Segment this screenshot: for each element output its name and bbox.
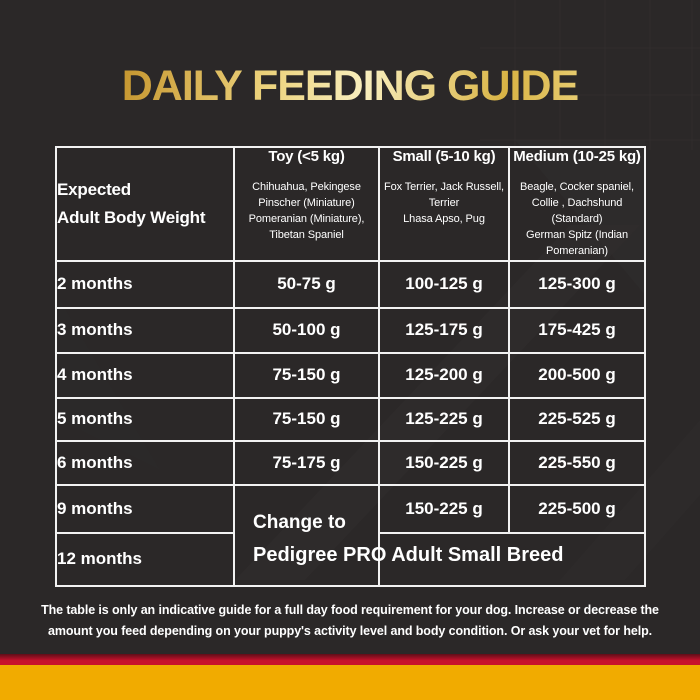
table-row: 12 months [55,531,646,587]
table-row: 3 months 50-100 g 125-175 g 175-425 g [55,306,646,354]
column-header-medium: Medium (10-25 kg) Beagle, Cocker spaniel… [508,146,646,262]
table-row: 9 months Change to Pedigree PRO Adult Sm… [55,483,646,587]
age-cell: 6 months [55,439,235,486]
change-note-line2: Pedigree PRO Adult Small Breed [253,543,564,566]
small-value-cell: 125-200 g [378,351,510,399]
change-note-merged-cell: Change to Pedigree PRO Adult Small Breed [233,483,563,587]
column-header-toy: Toy (<5 kg) Chihuahua, Pekingese Pinsche… [233,146,380,262]
small-value-cell: 125-175 g [378,306,510,354]
toy-value-cell: 50-100 g [233,306,380,354]
table-row: 6 months 75-175 g 150-225 g 225-550 g [55,439,646,486]
age-cell: 3 months [55,306,235,354]
small-value-cell: 125-225 g [378,396,510,442]
table-row: 5 months 75-150 g 125-225 g 225-525 g [55,396,646,442]
column-breeds: Fox Terrier, Jack Russell, Terrier Lhasa… [383,181,505,225]
medium-value-cell: 200-500 g [508,351,646,399]
medium-value-cell: 225-500 g [508,483,646,534]
age-cell: 4 months [55,351,235,399]
page-title: DAILY FEEDING GUIDE [0,62,700,111]
table-row: 4 months 75-150 g 125-200 g 200-500 g [55,351,646,399]
toy-value-cell: 75-150 g [233,351,380,399]
change-note-merged-cell-extension [378,531,646,587]
age-cell: 5 months [55,396,235,442]
yellow-band [0,665,700,700]
change-note-line1: Change to [253,511,346,533]
medium-value-cell: 225-550 g [508,439,646,486]
corner-header: Expected Adult Body Weight [55,146,235,262]
column-header-small: Small (5-10 kg) Fox Terrier, Jack Russel… [378,146,510,262]
feeding-guide-table: Expected Adult Body Weight Toy (<5 kg) C… [55,146,646,587]
column-breeds: Beagle, Cocker spaniel, Collie , Dachshu… [520,181,634,257]
medium-value-cell: 175-425 g [508,306,646,354]
small-value-cell: 150-225 g [378,439,510,486]
change-note: Change to Pedigree PRO Adult Small Breed [253,512,563,567]
age-cell: 12 months [55,531,235,587]
age-cell: 2 months [55,259,235,309]
column-breeds: Chihuahua, Pekingese Pinscher (Miniature… [248,181,365,241]
medium-value-cell: 225-525 g [508,396,646,442]
small-value-cell: 150-225 g [378,483,510,534]
footer-note: The table is only an indicative guide fo… [41,603,659,638]
toy-value-cell: 75-150 g [233,396,380,442]
toy-value-cell: 50-75 g [233,259,380,309]
table-header-row: Expected Adult Body Weight Toy (<5 kg) C… [55,146,646,262]
column-title: Toy (<5 kg) [268,148,345,165]
table-row: 2 months 50-75 g 100-125 g 125-300 g [55,259,646,309]
column-title: Medium (10-25 kg) [513,148,641,165]
medium-value-cell: 125-300 g [508,259,646,309]
age-cell: 9 months [55,483,235,534]
small-value-cell: 100-125 g [378,259,510,309]
column-title: Small (5-10 kg) [392,148,496,165]
toy-value-cell: 75-175 g [233,439,380,486]
red-stripe [0,654,700,665]
